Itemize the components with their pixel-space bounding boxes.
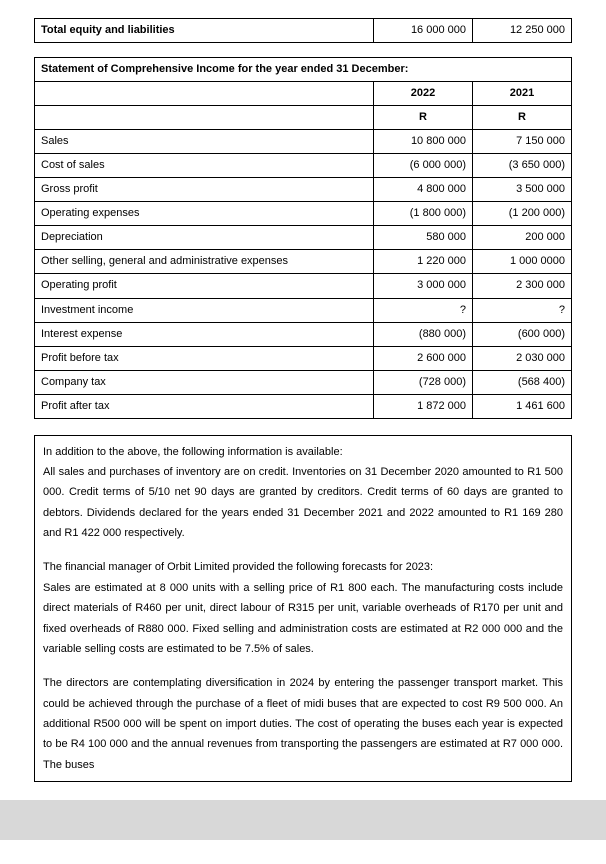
- year-header-1: 2022: [374, 82, 473, 106]
- table-row: Company tax(728 000)(568 400): [35, 370, 572, 394]
- row-label: Company tax: [35, 370, 374, 394]
- row-label: Operating profit: [35, 274, 374, 298]
- currency-row: R R: [35, 106, 572, 130]
- currency-header-2: R: [473, 106, 572, 130]
- table-row: Profit after tax1 872 0001 461 600: [35, 394, 572, 418]
- paragraph-forecast-heading: The financial manager of Orbit Limited p…: [43, 557, 563, 577]
- row-value-2021: 12 250 000: [473, 19, 572, 43]
- table-row: Investment income??: [35, 298, 572, 322]
- row-value-2022: (6 000 000): [374, 154, 473, 178]
- paragraph-credit-terms: All sales and purchases of inventory are…: [43, 462, 563, 543]
- paragraph-forecast-detail: Sales are estimated at 8 000 units with …: [43, 578, 563, 659]
- additional-information-box: In addition to the above, the following …: [34, 435, 572, 782]
- row-label: Total equity and liabilities: [35, 19, 374, 43]
- table-row: Gross profit4 800 0003 500 000: [35, 178, 572, 202]
- table-row: Depreciation580 000200 000: [35, 226, 572, 250]
- title-row: Statement of Comprehensive Income for th…: [35, 58, 572, 82]
- row-value-2021: (3 650 000): [473, 154, 572, 178]
- table-row: Profit before tax2 600 0002 030 000: [35, 346, 572, 370]
- table-row: Cost of sales(6 000 000)(3 650 000): [35, 154, 572, 178]
- row-value-2022: (728 000): [374, 370, 473, 394]
- row-label: Interest expense: [35, 322, 374, 346]
- row-value-2021: 2 300 000: [473, 274, 572, 298]
- blank-cell: [35, 82, 374, 106]
- row-value-2021: ?: [473, 298, 572, 322]
- row-label: Investment income: [35, 298, 374, 322]
- row-value-2022: 16 000 000: [374, 19, 473, 43]
- row-value-2021: (600 000): [473, 322, 572, 346]
- row-value-2021: 3 500 000: [473, 178, 572, 202]
- row-value-2021: 200 000: [473, 226, 572, 250]
- row-value-2022: 10 800 000: [374, 130, 473, 154]
- row-value-2022: (1 800 000): [374, 202, 473, 226]
- row-value-2022: ?: [374, 298, 473, 322]
- row-value-2021: (568 400): [473, 370, 572, 394]
- table-row: Total equity and liabilities 16 000 000 …: [35, 19, 572, 43]
- row-value-2022: 2 600 000: [374, 346, 473, 370]
- row-label: Profit after tax: [35, 394, 374, 418]
- row-value-2021: 1 000 0000: [473, 250, 572, 274]
- row-value-2021: 1 461 600: [473, 394, 572, 418]
- blank-cell: [35, 106, 374, 130]
- table-row: Sales10 800 0007 150 000: [35, 130, 572, 154]
- paragraph-intro: In addition to the above, the following …: [43, 442, 563, 462]
- currency-header-1: R: [374, 106, 473, 130]
- row-value-2022: 4 800 000: [374, 178, 473, 202]
- year-header-2: 2021: [473, 82, 572, 106]
- row-label: Depreciation: [35, 226, 374, 250]
- row-value-2021: 2 030 000: [473, 346, 572, 370]
- table-row: Interest expense(880 000)(600 000): [35, 322, 572, 346]
- row-value-2021: 7 150 000: [473, 130, 572, 154]
- table-row: Other selling, general and administrativ…: [35, 250, 572, 274]
- row-label: Profit before tax: [35, 346, 374, 370]
- row-value-2022: 1 872 000: [374, 394, 473, 418]
- table-row: Operating expenses(1 800 000)(1 200 000): [35, 202, 572, 226]
- row-value-2021: (1 200 000): [473, 202, 572, 226]
- row-label: Operating expenses: [35, 202, 374, 226]
- row-value-2022: (880 000): [374, 322, 473, 346]
- paragraph-diversification: The directors are contemplating diversif…: [43, 673, 563, 775]
- income-statement-table: Statement of Comprehensive Income for th…: [34, 57, 572, 419]
- row-label: Other selling, general and administrativ…: [35, 250, 374, 274]
- row-value-2022: 1 220 000: [374, 250, 473, 274]
- row-label: Cost of sales: [35, 154, 374, 178]
- table-row: Operating profit3 000 0002 300 000: [35, 274, 572, 298]
- year-row: 2022 2021: [35, 82, 572, 106]
- row-label: Sales: [35, 130, 374, 154]
- income-statement-title: Statement of Comprehensive Income for th…: [35, 58, 572, 82]
- row-value-2022: 580 000: [374, 226, 473, 250]
- row-label: Gross profit: [35, 178, 374, 202]
- equity-liabilities-table: Total equity and liabilities 16 000 000 …: [34, 18, 572, 43]
- row-value-2022: 3 000 000: [374, 274, 473, 298]
